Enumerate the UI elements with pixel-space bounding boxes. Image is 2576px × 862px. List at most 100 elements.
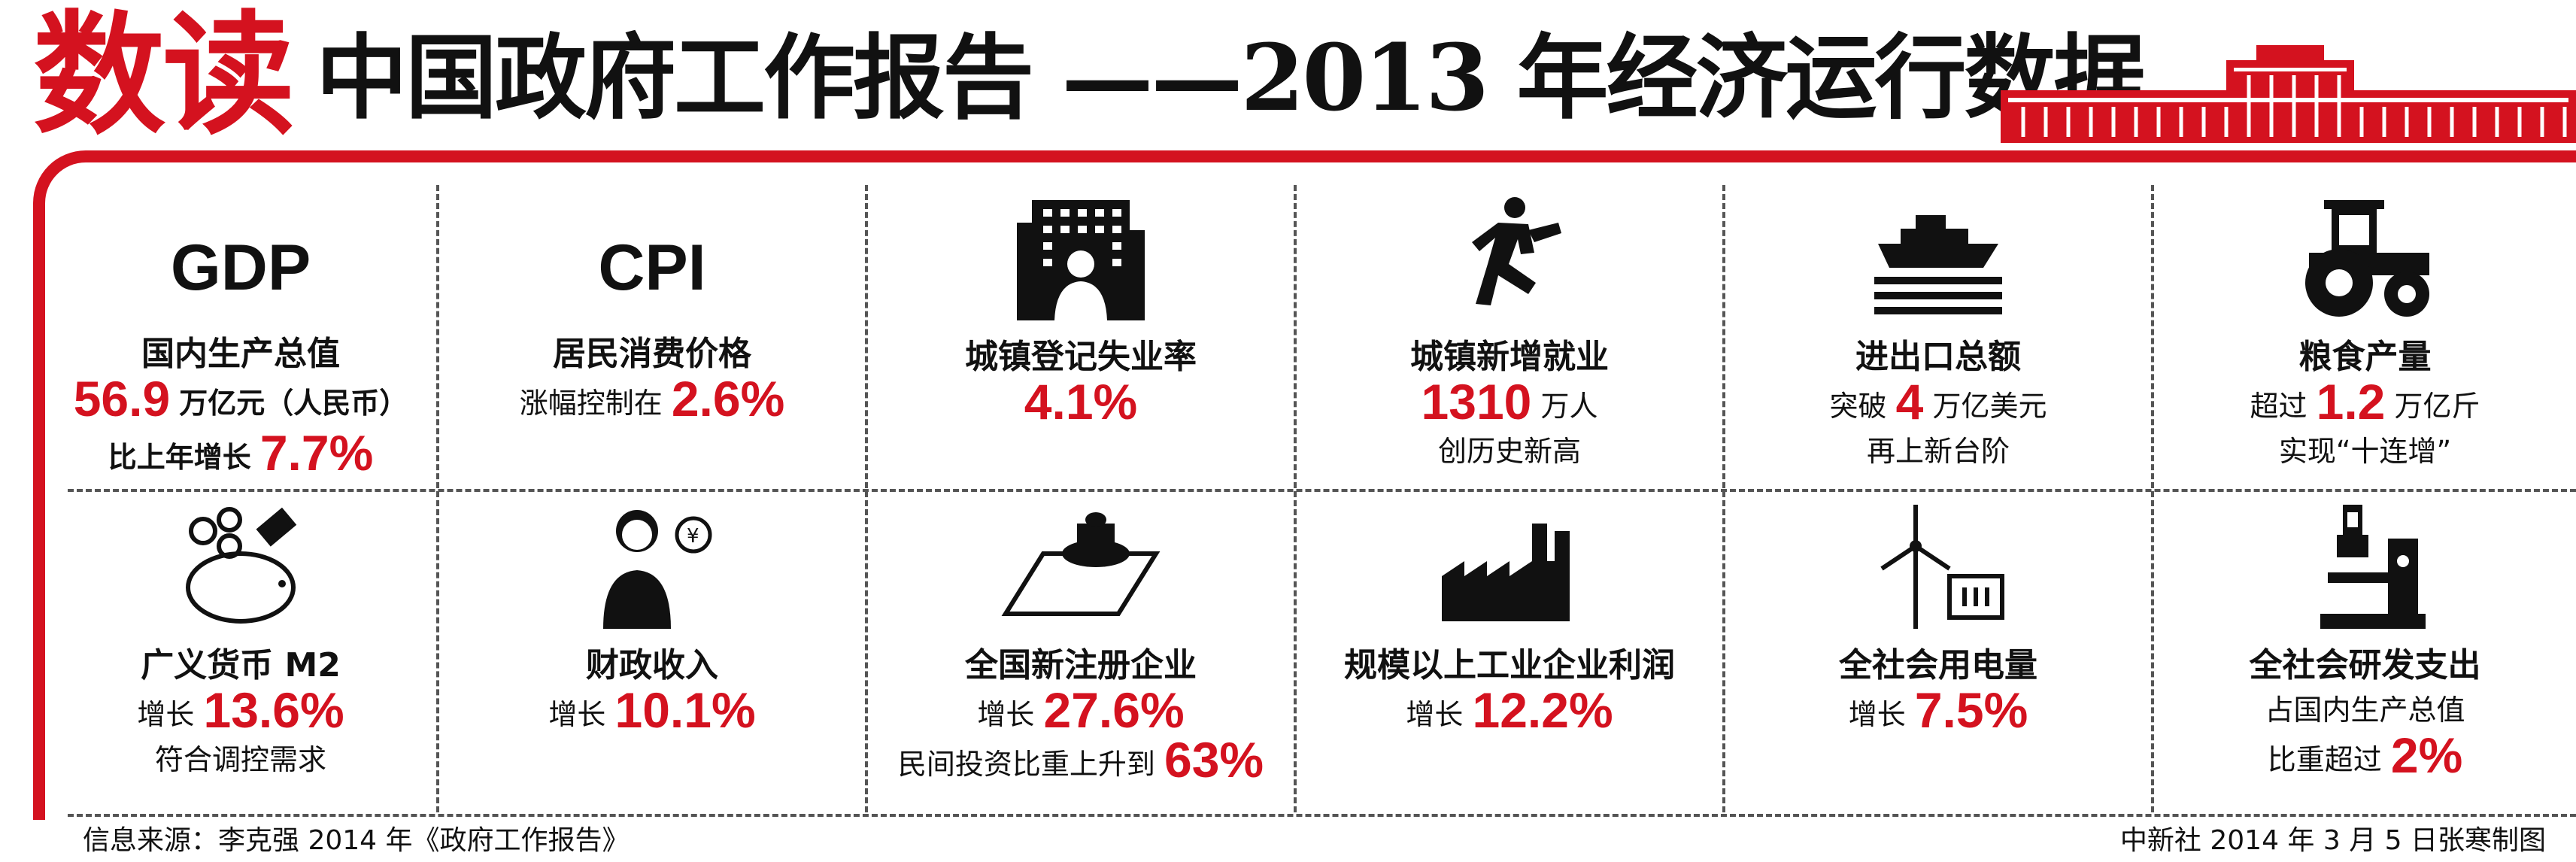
cpi-heading: CPI [598,232,706,304]
stat-value: 13.6% [203,682,344,738]
stat-value: 63% [1164,732,1264,788]
running-man-icon [1472,197,1561,305]
stat-prefix: 突破 [1829,390,1887,423]
stat-value: 27.6% [1043,682,1185,738]
gdp-heading: GDP [170,232,311,304]
stat-card-fiscal: ¥ 财政收入 增长 10.1% [439,501,865,809]
stat-card-gdp: GDP 国内生产总值 56.9 万亿元（人民币） 比上年增长 7.7% [45,193,436,486]
stat-line: 增长 12.2% [1297,685,1722,737]
divider [68,489,2576,492]
stat-label: 粮食产量 [2298,338,2432,376]
divider [1722,185,1725,812]
tractor-icon [2304,200,2429,317]
divider [1294,185,1297,812]
divider [68,814,2576,817]
stat-note: 占国内生产总值 [2265,694,2465,727]
stat-card-trade: 进出口总额 突破 4 万亿美元 再上新台阶 [1725,193,2151,486]
page-title: 中国政府工作报告 ——2013 年经济运行数据 [316,21,2146,135]
stat-line: 突破 4 万亿美元 [1725,377,2151,429]
stat-prefix: 增长 [1848,698,1906,731]
stat-value: 4 [1895,374,1924,429]
stat-card-electricity: 全社会用电量 增长 7.5% [1725,501,2151,809]
stat-prefix: 增长 [137,698,195,731]
stat-value: 12.2% [1472,682,1613,738]
stat-card-new-jobs: 城镇新增就业 1310 万人 创历史新高 [1297,193,1722,486]
stat-card-rnd: 全社会研发支出 占国内生产总值 比重超过 2% [2154,501,2576,809]
stat-line: 涨幅控制在 2.6% [439,374,865,426]
ship-icon [1874,215,2002,314]
title-sub: ——2013 年经济运行数据 [1061,23,2145,132]
stat-value: 2.6% [671,371,785,426]
stat-value: 4.1% [1024,374,1138,429]
stat-line: 增长 27.6% [868,685,1294,737]
stat-unit: 万亿斤 [2394,390,2480,423]
stat-label: 全社会研发支出 [2249,646,2481,684]
stat-note: 创历史新高 [1437,435,1581,468]
great-hall-icon [2001,45,2576,143]
stat-prefix: 比上年增长 [108,441,251,474]
credit-note: 中新社 2014 年 3 月 5 日张寒制图 [2119,825,2546,856]
stat-value: 10.1% [614,682,756,738]
stat-line: 比重超过 2% [2154,730,2576,782]
stat-value: 2% [2390,727,2463,783]
stat-unit: 万亿美元 [1932,390,2047,423]
stat-prefix: 民间投资比重上升到 [897,748,1155,781]
stat-label: 全社会用电量 [1839,646,2037,684]
stamp-icon [1001,512,1161,616]
header: 数读 中国政府工作报告 ——2013 年经济运行数据 [0,0,2576,150]
building-icon [1017,200,1145,320]
stat-prefix: 增长 [977,698,1035,731]
stat-value: 1310 [1421,374,1532,429]
stat-line: 增长 10.1% [439,685,865,737]
stat-prefix: 超过 [2250,390,2307,423]
data-grid: GDP 国内生产总值 56.9 万亿元（人民币） 比上年增长 7.7% CPI … [45,162,2576,820]
title-main: 中国政府工作报告 [316,25,1034,132]
stat-prefix: 比重超过 [2267,743,2382,776]
stat-label: 广义货币 M2 [141,646,341,684]
piggy-bank-icon [186,507,297,624]
stat-unit: 万人 [1540,390,1598,423]
stat-card-m2: 广义货币 M2 增长 13.6% 符合调控需求 [45,501,436,809]
brand-logo: 数读 [33,0,295,153]
stat-card-enterprises: 全国新注册企业 增长 27.6% 民间投资比重上升到 63% [868,501,1294,809]
stat-label: 进出口总额 [1855,338,2021,376]
stat-line: 比上年增长 7.7% [45,428,436,480]
stat-note: 符合调控需求 [154,743,326,776]
stat-card-grain: 粮食产量 超过 1.2 万亿斤 实现“十连增” [2154,193,2576,486]
stat-prefix: 增长 [1406,698,1464,731]
stat-line: 1310 万人 [1297,377,1722,429]
stat-value: 7.7% [259,425,374,481]
stat-card-cpi: CPI 居民消费价格 涨幅控制在 2.6% [439,193,865,486]
stat-card-unemployment: 城镇登记失业率 4.1% [868,193,1294,486]
wind-turbine-icon [1880,505,2004,629]
source-note: 信息来源：李克强 2014 年《政府工作报告》 [83,825,630,856]
stat-prefix: 涨幅控制在 [519,387,663,420]
divider [865,185,868,812]
stat-line: 56.9 万亿元（人民币） [45,374,436,426]
stat-label: 城镇新增就业 [1410,338,1609,376]
svg-text:¥: ¥ [687,525,699,548]
stat-line: 超过 1.2 万亿斤 [2154,377,2576,429]
clerk-icon: ¥ [603,510,712,629]
stat-card-profits: 规模以上工业企业利润 增长 12.2% [1297,501,1722,809]
stat-value: 1.2 [2316,374,2386,429]
divider [436,185,439,812]
microscope-icon [2320,505,2426,629]
stat-line: 增长 7.5% [1725,685,2151,737]
stat-label: 城镇登记失业率 [965,338,1197,376]
stat-prefix: 增长 [548,698,606,731]
stat-unit: 万亿元（人民币） [179,387,408,420]
stat-label: 国内生产总值 [141,335,340,373]
stat-note: 实现“十连增” [2278,435,2452,468]
stat-label: 全国新注册企业 [965,646,1197,684]
stat-line: 民间投资比重上升到 63% [868,735,1294,787]
stat-value: 56.9 [73,371,171,426]
stat-line: 增长 13.6% [45,685,436,737]
stat-label: 规模以上工业企业利润 [1344,646,1675,684]
divider [2151,185,2154,812]
factory-icon [1442,524,1570,621]
stat-value: 7.5% [1914,682,2028,738]
content-frame [33,150,2576,820]
stat-label: 财政收入 [586,646,718,684]
stat-note: 再上新台阶 [1866,435,2010,468]
